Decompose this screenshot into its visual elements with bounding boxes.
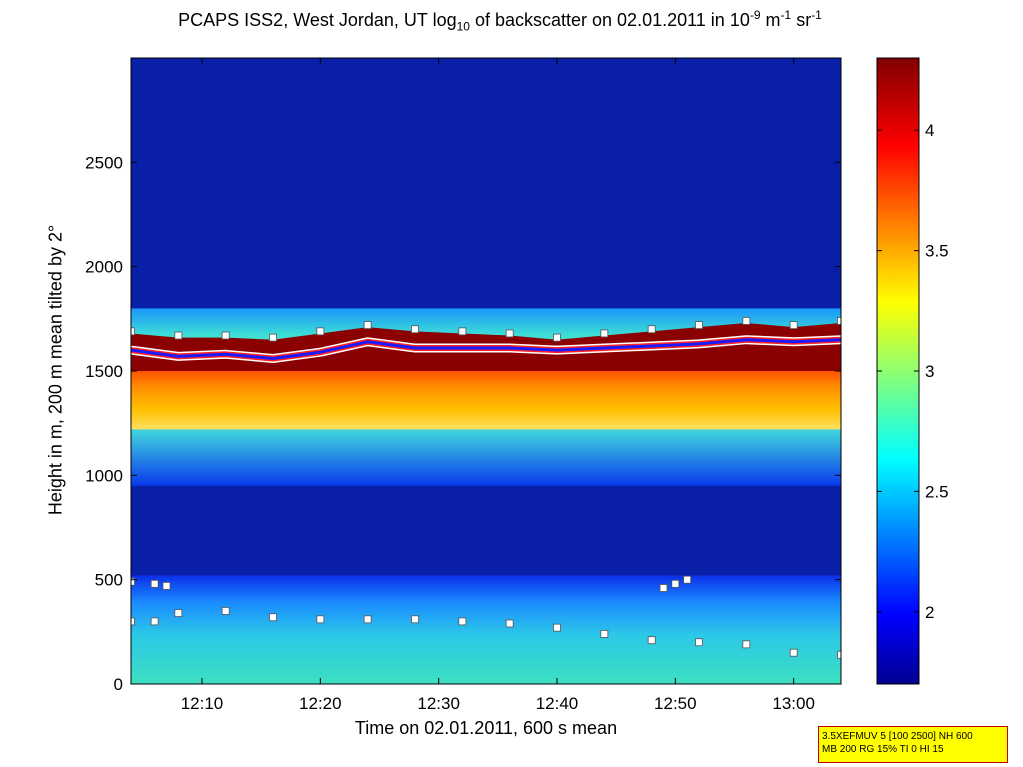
marker-square (647, 636, 656, 645)
marker-square (131, 327, 135, 336)
marker-square (458, 327, 467, 336)
plot-area (131, 58, 841, 684)
marker-square (269, 613, 277, 622)
marker-square (221, 331, 230, 340)
lower-layer-markers (131, 607, 841, 659)
isolated-detection-markers (131, 575, 692, 592)
marker-square (742, 317, 751, 325)
colorbar-tick-label: 2.5 (925, 482, 949, 501)
y-tick-label: 2000 (85, 258, 123, 277)
marker-square (837, 317, 841, 325)
settings-info-box: 3.5XEFMUV 5 [100 2500] NH 600 MB 200 RG … (818, 726, 1008, 763)
marker-square (647, 325, 656, 334)
y-axis-label: Height in m, 200 m mean tilted by 2° (45, 224, 66, 516)
marker-square (789, 648, 798, 657)
marker-square (789, 321, 798, 329)
marker-square (600, 630, 609, 638)
marker-square (837, 650, 841, 659)
x-tick-label: 13:00 (772, 694, 815, 713)
y-tick-label: 2500 (85, 153, 123, 172)
x-tick-label: 12:10 (181, 694, 224, 713)
marker-square (131, 577, 135, 586)
marker-square (742, 640, 751, 649)
marker-square (150, 579, 159, 588)
colorbar-tick-label: 4 (925, 121, 934, 140)
marker-square (695, 638, 703, 647)
colorbar-tick-label: 3 (925, 362, 934, 381)
axes: 12:10 12:20 12:30 12:40 12:50 13:00 0 500 1000 15… (85, 58, 841, 713)
x-axis-label: Time on 02.01.2011, 600 s mean (354, 718, 618, 738)
marker-square (174, 331, 183, 340)
colorbar-scale (876, 57, 920, 685)
upper-edge-markers (131, 317, 841, 342)
warm-region (131, 362, 841, 430)
y-tick-label: 1000 (85, 466, 123, 485)
marker-square (458, 617, 467, 626)
marker-square (600, 329, 609, 338)
marker-square (150, 617, 159, 626)
x-tick-label: 12:20 (299, 694, 342, 713)
marker-square (695, 321, 703, 329)
marker-square (505, 619, 514, 628)
colorbar-tick-label: 2 (925, 603, 934, 622)
y-tick-label: 1500 (85, 362, 123, 381)
near-surface-band (131, 575, 841, 684)
marker-square (659, 584, 668, 592)
x-tick-label: 12:40 (536, 694, 579, 713)
marker-square (363, 321, 372, 329)
marker-square (221, 607, 230, 615)
marker-square (671, 579, 680, 588)
marker-square (505, 329, 514, 338)
chart-title: PCAPS ISS2, West Jordan, UT log10 of bac… (178, 8, 822, 34)
marker-square (363, 615, 372, 624)
marker-square (131, 617, 135, 626)
marker-square (174, 609, 183, 617)
info-line-2: MB 200 RG 15% TI 0 HI 15 (822, 744, 944, 755)
marker-square (553, 623, 561, 632)
marker-square (553, 333, 561, 342)
colorbar: 2 2.5 3 3.5 4 (876, 57, 949, 685)
colorbar-tick-label: 3.5 (925, 242, 949, 261)
x-tick-label: 12:30 (417, 694, 460, 713)
info-line-1: 3.5XEFMUV 5 [100 2500] NH 600 (822, 731, 973, 742)
marker-square (162, 582, 171, 590)
cloud-base-line (131, 338, 841, 360)
x-tick-label: 12:50 (654, 694, 697, 713)
marker-square (683, 575, 692, 584)
marker-square (411, 615, 419, 624)
y-tick-label: 500 (95, 571, 123, 590)
marker-square (411, 325, 419, 334)
marker-square (316, 615, 325, 624)
marker-square (316, 327, 325, 336)
y-tick-label: 0 (114, 675, 123, 694)
marker-square (269, 333, 277, 342)
